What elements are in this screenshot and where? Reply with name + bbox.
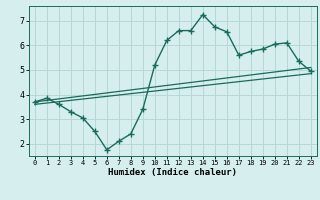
X-axis label: Humidex (Indice chaleur): Humidex (Indice chaleur)	[108, 168, 237, 177]
